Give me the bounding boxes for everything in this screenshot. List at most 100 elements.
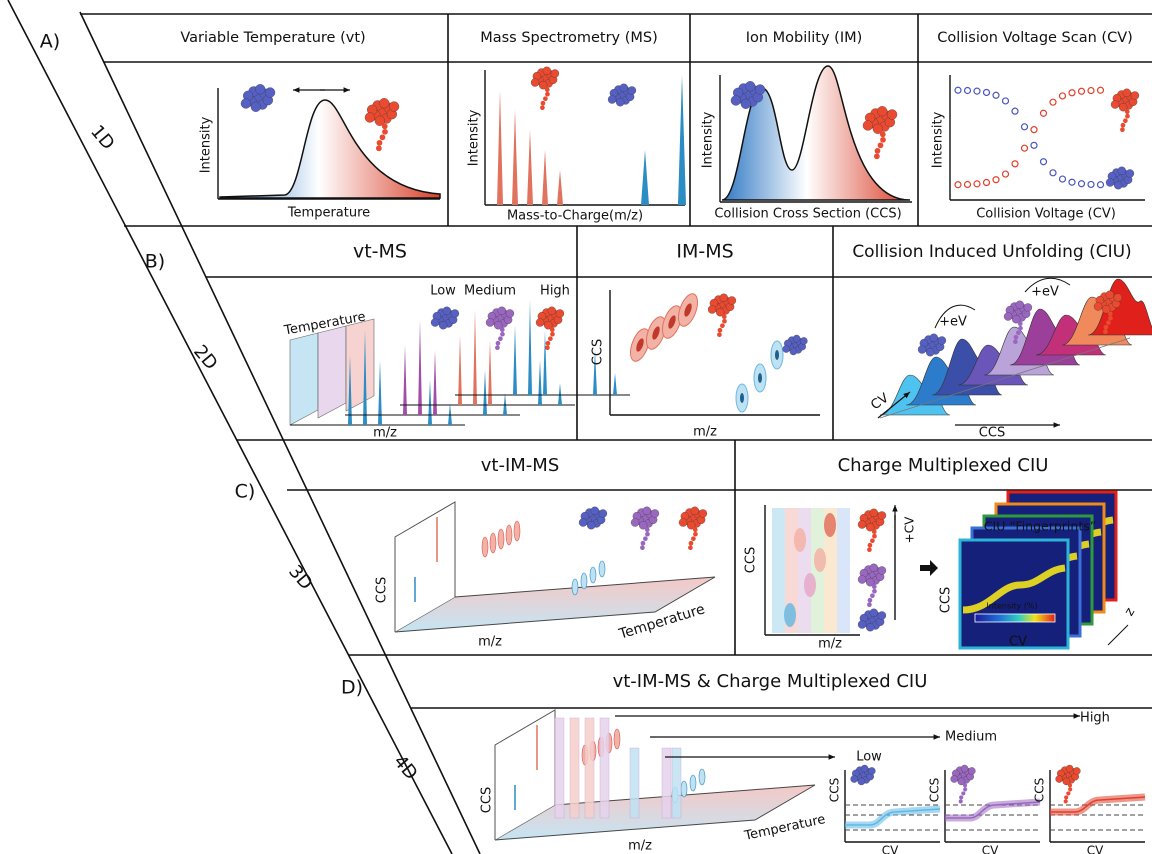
protein-part: [720, 323, 725, 328]
protein-part: [1004, 312, 1012, 320]
panel-title: Variable Temperature (vt): [180, 30, 365, 46]
protein-part: [1066, 791, 1070, 795]
ion-signal: [498, 529, 504, 549]
temperature-plane: [290, 333, 318, 425]
temperature-slice: [630, 748, 639, 818]
protein-part: [1104, 325, 1109, 330]
protein-part: [688, 545, 693, 550]
axis-label: Mass-to-Charge(m/z): [507, 209, 643, 224]
protein-part: [783, 345, 790, 352]
protein-part: [628, 86, 636, 94]
stack-axis: [1108, 625, 1128, 645]
marker: [1012, 161, 1018, 167]
state-label: Low: [856, 750, 882, 765]
temperature-slice: [600, 718, 609, 818]
protein-part: [251, 102, 261, 112]
protein-icon: [951, 765, 976, 803]
protein-part: [376, 145, 382, 151]
ion-core: [740, 393, 744, 403]
axis-label: CCS: [744, 547, 759, 573]
ms-peak: [473, 310, 477, 405]
protein-part: [556, 309, 564, 317]
protein-part: [679, 518, 687, 526]
protein-part: [961, 765, 968, 772]
axis-label: Collision Cross Section (CCS): [714, 207, 901, 222]
protein-part: [872, 534, 877, 539]
axis-label: CV: [982, 844, 999, 854]
protein-part: [968, 767, 975, 774]
protein-part: [486, 318, 494, 326]
protein-part: [718, 328, 723, 333]
protein-part: [640, 545, 645, 550]
protein-part: [616, 98, 624, 106]
ion-core: [775, 350, 779, 360]
arrow-head: [934, 734, 940, 739]
protein-icon: [1106, 167, 1134, 190]
protein-part: [870, 509, 878, 517]
protein-part: [543, 67, 551, 75]
protein-part: [495, 345, 500, 350]
ion-signal: [614, 729, 620, 749]
temperature-slice: [672, 748, 681, 818]
protein-part: [1066, 765, 1073, 772]
protein-part: [731, 96, 741, 106]
protein-part: [720, 294, 728, 302]
axis-label: CCS: [939, 587, 954, 613]
protein-part: [587, 521, 595, 529]
axis-label: CCS: [375, 577, 390, 603]
panel-title: Ion Mobility (IM): [746, 30, 863, 46]
dimension-label: 1D: [86, 121, 118, 154]
protein-part: [546, 341, 551, 346]
arrow-head: [829, 754, 835, 759]
state-label: Low: [430, 284, 456, 299]
dimension-label: 2D: [189, 341, 221, 374]
protein-icon: [858, 609, 886, 632]
protein-part: [878, 511, 886, 519]
protein-part: [878, 611, 886, 619]
arrow-head: [892, 505, 897, 511]
protein-part: [1108, 316, 1113, 321]
arrow-head: [1074, 713, 1080, 718]
protein-part: [722, 319, 727, 324]
marker: [1003, 98, 1009, 104]
protein-icon: [531, 67, 559, 110]
protein-part: [443, 307, 451, 315]
marker: [1069, 179, 1075, 185]
protein-part: [717, 332, 722, 337]
ms-peak: [418, 320, 422, 415]
ion-signal: [514, 521, 520, 541]
marker: [1050, 99, 1056, 105]
protein-part: [1106, 291, 1114, 299]
protein-part: [500, 332, 505, 337]
protein-part: [1014, 335, 1019, 340]
protein-part: [548, 307, 556, 315]
ion-signal: [490, 533, 496, 553]
protein-part: [1064, 799, 1068, 803]
protein-part: [496, 341, 501, 346]
marker: [1088, 88, 1094, 94]
axis-label: Intensity: [701, 111, 716, 168]
protein-part: [959, 799, 963, 803]
protein-part: [1068, 783, 1072, 787]
protein-part: [851, 775, 858, 782]
protein-part: [1121, 123, 1126, 128]
protein-part: [880, 137, 886, 143]
protein-part: [691, 507, 699, 515]
protein-part: [861, 765, 868, 772]
arrow-head: [344, 87, 350, 92]
protein-part: [541, 101, 546, 106]
protein-icon: [631, 507, 659, 550]
protein-part: [858, 520, 866, 528]
protein-part: [880, 131, 886, 137]
protein-part: [380, 134, 386, 140]
protein-part: [545, 87, 550, 92]
state-label: High: [1080, 711, 1110, 726]
axis-label: Collision Voltage (CV): [976, 207, 1116, 222]
axis-label: CCS: [828, 778, 842, 802]
protein-part: [545, 345, 550, 350]
protein-icon: [486, 307, 514, 350]
ion-signal: [590, 567, 596, 583]
protein-part: [872, 529, 877, 534]
marker: [1031, 127, 1037, 133]
charge-state-band: [798, 508, 811, 633]
